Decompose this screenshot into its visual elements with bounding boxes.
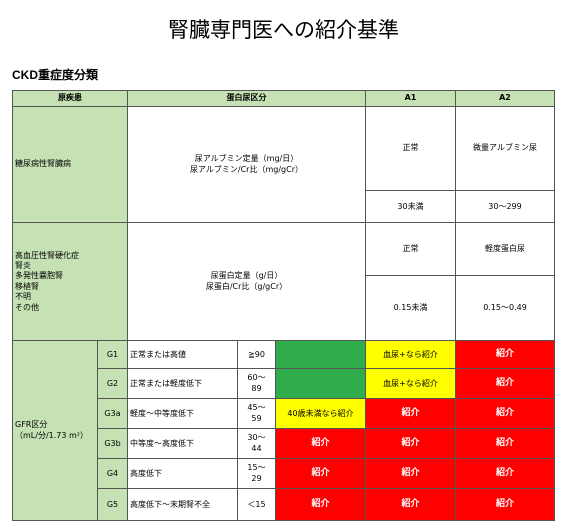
header-cell: A1 xyxy=(365,90,456,107)
text-line: 多発性嚢胞腎 xyxy=(15,271,63,281)
text-line: 糖尿病性腎臓病 xyxy=(15,159,71,169)
text-line: 89 xyxy=(251,383,262,393)
text-line: 30～ xyxy=(247,433,266,443)
referral-cell xyxy=(275,340,366,370)
referral-cell xyxy=(275,368,366,400)
referral-cell: 血尿+なら紹介 xyxy=(365,340,456,370)
text-line: GFR区分 xyxy=(15,420,48,430)
table-row: 原疾患蛋白尿区分A1A2A3 xyxy=(12,90,555,107)
referral-cell: 紹介 xyxy=(455,428,555,460)
protein-label: 軽度蛋白尿 xyxy=(455,222,555,277)
header-cell: A2 xyxy=(455,90,555,107)
grade-desc: 正常または高値 xyxy=(127,340,238,370)
referral-cell: 紹介 xyxy=(275,428,366,460)
text-line: 尿アルブミン/Cr比（mg/gCr） xyxy=(189,164,303,174)
table-row: G3a 軽度～中等度低下 45～ 59 40歳未満なら紹介 紹介 紹介 xyxy=(13,398,555,430)
text-line: 腎炎 xyxy=(15,260,31,270)
text-line: ＜15 xyxy=(247,499,266,509)
referral-cell: 40歳未満なら紹介 xyxy=(275,398,366,430)
referral-cell: 紹介 xyxy=(275,488,366,521)
grade-desc: 正常または軽度低下 xyxy=(127,368,238,400)
text-line: 尿アルブミン定量（mg/日） xyxy=(194,154,299,164)
grade-desc: 中等度～高度低下 xyxy=(127,428,238,460)
table-row: 糖尿病性腎臓病 尿アルブミン定量（mg/日） 尿アルブミン/Cr比（mg/gCr）正… xyxy=(12,105,555,224)
grade-range: ≧90 xyxy=(237,340,276,370)
text-line: 不明 xyxy=(15,292,31,302)
table-row: 高血圧性腎硬化症 腎炎 多発性嚢胞腎 移植腎 不明 その他 尿蛋白定量（g/日） 尿蛋白/Cr… xyxy=(12,222,555,342)
protein-cell: 尿アルブミン定量（mg/日） 尿アルブミン/Cr比（mg/gCr） xyxy=(127,105,366,224)
text-line: 60～ xyxy=(247,373,266,383)
text-line: 29 xyxy=(251,473,262,483)
grade-range: ＜15 xyxy=(237,488,276,521)
text-line: 高血圧性腎硬化症 xyxy=(15,250,79,260)
grade: G3a xyxy=(97,398,128,430)
referral-cell: 血尿+なら紹介 xyxy=(365,368,456,400)
disease-cell: 糖尿病性腎臓病 xyxy=(12,105,128,224)
protein-label: 正常 xyxy=(365,105,456,192)
referral-cell: 紹介 xyxy=(455,368,555,400)
ckd-table: 原疾患蛋白尿区分A1A2A3 糖尿病性腎臓病 尿アルブミン定量（mg/日）尿アルブミ… xyxy=(12,90,555,521)
protein-range: 0.15未満 xyxy=(365,275,456,342)
text-line: 45～ xyxy=(247,403,266,413)
subtitle: CKD重症度分類 xyxy=(12,68,98,82)
protein-cell: 尿蛋白定量（g/日） 尿蛋白/Cr比（g/gCr） xyxy=(127,222,366,342)
disease-cell: 高血圧性腎硬化症 腎炎 多発性嚢胞腎 移植腎 不明 その他 xyxy=(12,222,128,342)
referral-cell: 紹介 xyxy=(455,398,555,430)
grade-range: 60～ 89 xyxy=(237,368,276,400)
text-line: 移植腎 xyxy=(15,281,39,291)
protein-range: 30未満 xyxy=(365,190,456,224)
page: 腎臓専門医への紹介基準 CKD重症度分類 原疾患蛋白尿区分A1A2A3 糖尿病性腎… xyxy=(12,18,555,521)
grade-desc: 軽度～中等度低下 xyxy=(127,398,238,430)
text-line: 15～ xyxy=(247,463,266,473)
referral-cell: 紹介 xyxy=(455,488,555,521)
grade-range: 45～ 59 xyxy=(237,398,276,430)
header-cell: 蛋白尿区分 xyxy=(127,90,366,107)
referral-cell: 紹介 xyxy=(455,458,555,490)
referral-cell: 紹介 xyxy=(365,428,456,460)
grade-range: 30～ 44 xyxy=(237,428,276,460)
protein-range: 30～299 xyxy=(455,190,555,224)
grade: G4 xyxy=(97,458,128,490)
header-cell: 原疾患 xyxy=(12,90,128,107)
grade-desc: 高度低下～末期腎不全 xyxy=(127,488,238,521)
table-row: G2 正常または軽度低下 60～ 89 血尿+なら紹介 紹介 xyxy=(13,368,555,400)
grade-desc: 高度低下 xyxy=(127,458,238,490)
gfr-label: GFR区分 （mL/分/1.73 m²） xyxy=(12,340,98,521)
text-line: 59 xyxy=(251,413,262,423)
grade: G5 xyxy=(97,488,128,521)
referral-cell: 紹介 xyxy=(365,458,456,490)
protein-label: 正常 xyxy=(365,222,456,277)
table-row: GFR区分 （mL/分/1.73 m²） G1 正常または高値 ≧90 血尿+なら紹介 紹介 xyxy=(12,340,555,521)
protein-label: 微量アルブミン尿 xyxy=(455,105,555,192)
text-line: 44 xyxy=(251,443,262,453)
text-line: その他 xyxy=(15,302,39,312)
protein-range: 0.15～0.49 xyxy=(455,275,555,342)
text-line: 尿蛋白定量（g/日） xyxy=(210,271,283,281)
referral-cell: 紹介 xyxy=(275,458,366,490)
text-line: ≧90 xyxy=(248,349,265,359)
grade: G1 xyxy=(97,340,128,370)
referral-cell: 紹介 xyxy=(365,398,456,430)
referral-cell: 紹介 xyxy=(455,340,555,370)
referral-cell: 紹介 xyxy=(365,488,456,521)
text-line: （mL/分/1.73 m²） xyxy=(15,430,88,440)
grade: G3b xyxy=(97,428,128,460)
grade-range: 15～ 29 xyxy=(237,458,276,490)
grade: G2 xyxy=(97,368,128,400)
text-line: 尿蛋白/Cr比（g/gCr） xyxy=(205,281,288,291)
title: 腎臓専門医への紹介基準 xyxy=(168,18,399,42)
